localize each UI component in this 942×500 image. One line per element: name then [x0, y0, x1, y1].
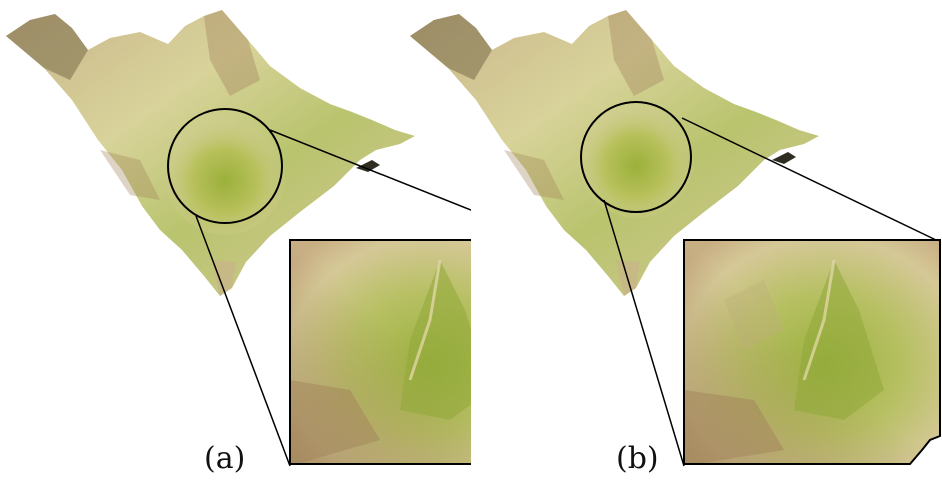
- zoom-inset-a: [289, 239, 471, 465]
- zoom-inset-b: [683, 239, 941, 465]
- terrain-render-a: [6, 10, 471, 467]
- terrain-render-b: [410, 10, 941, 467]
- panel-label-a: (a): [204, 441, 246, 476]
- panel-label-b: (b): [616, 441, 659, 476]
- magnify-circle-b: [580, 101, 692, 213]
- magnify-circle-a: [167, 108, 283, 224]
- panel-b: (b): [404, 0, 941, 500]
- panel-a: (a): [6, 10, 471, 476]
